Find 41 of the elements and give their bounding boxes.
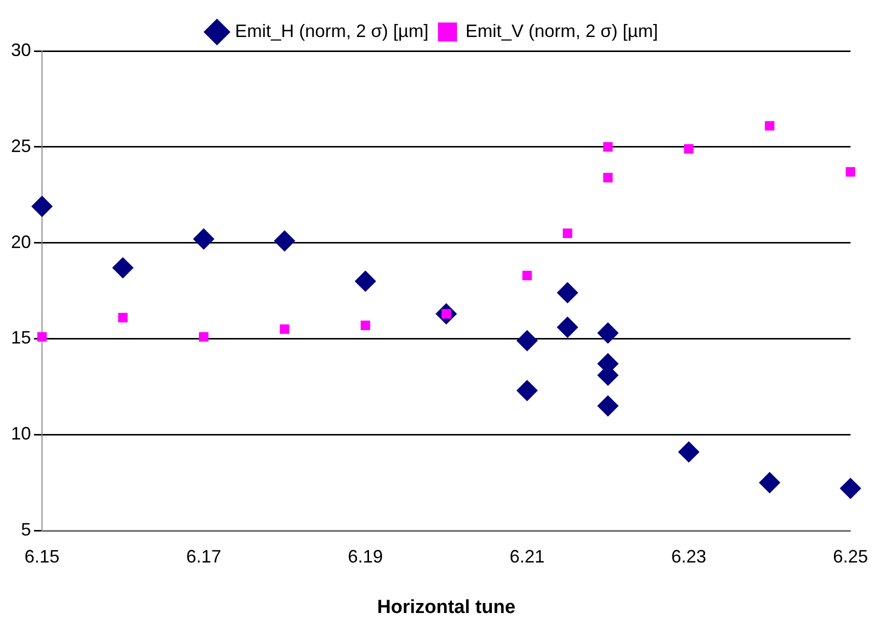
point	[198, 332, 208, 342]
y-tick-label: 20	[10, 232, 32, 252]
point	[557, 282, 578, 304]
point	[360, 320, 370, 330]
y-tick-label: 30	[10, 40, 32, 60]
point	[846, 167, 856, 177]
x-axis-title: Horizontal tune	[377, 596, 516, 618]
point	[522, 270, 532, 280]
point	[597, 322, 618, 344]
y-tick-label: 5	[21, 520, 32, 540]
point	[759, 472, 780, 494]
x-tick-label: 6.25	[832, 546, 868, 566]
point	[603, 142, 613, 152]
point	[37, 332, 47, 342]
x-tick-label: 6.23	[671, 546, 706, 566]
legend-label: Emit_V (norm, 2 σ) [µm]	[465, 20, 658, 41]
point	[603, 172, 613, 182]
x-tick-label: 6.15	[24, 546, 60, 566]
point	[193, 228, 214, 250]
legend-label: Emit_H (norm, 2 σ) [µm]	[234, 20, 428, 41]
y-tick-label: 10	[10, 424, 32, 444]
point	[764, 121, 774, 131]
point	[840, 478, 861, 499]
point	[516, 330, 538, 352]
point	[354, 270, 376, 292]
x-tick-label: 6.21	[510, 546, 545, 566]
y-tick-label: 15	[10, 328, 32, 348]
point	[562, 228, 572, 238]
point	[678, 441, 700, 462]
point	[684, 144, 694, 154]
point	[118, 312, 128, 322]
x-tick-label: 6.17	[186, 546, 222, 566]
point	[32, 196, 53, 217]
point	[597, 395, 618, 416]
y-tick-label: 25	[10, 136, 32, 156]
x-tick-label: 6.19	[348, 546, 383, 566]
point	[274, 230, 296, 252]
point	[112, 257, 134, 278]
point	[280, 324, 290, 334]
point	[557, 316, 578, 338]
point	[516, 380, 538, 402]
